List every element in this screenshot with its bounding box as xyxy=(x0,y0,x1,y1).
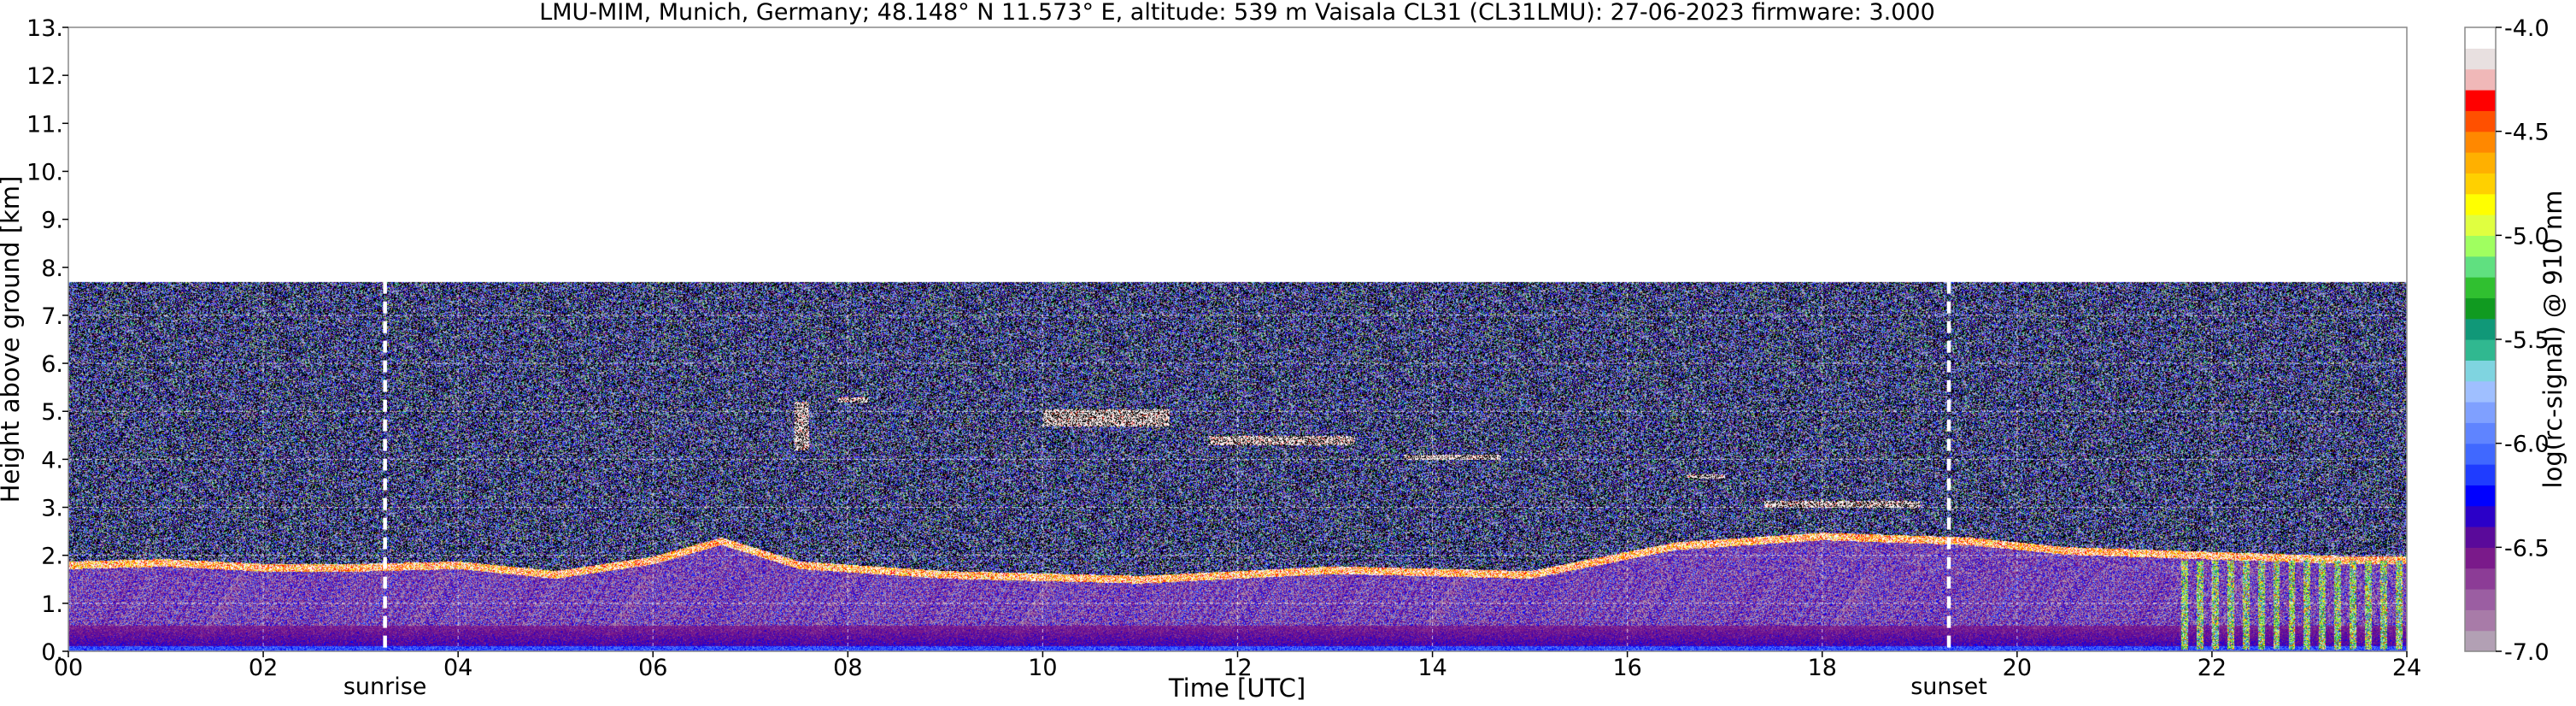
colorbar-swatch xyxy=(2465,68,2496,91)
y-tick-label: 3. xyxy=(41,496,63,522)
y-tick-label: 0. xyxy=(41,639,63,666)
x-tick-label: 14 xyxy=(1417,655,1446,681)
y-tick-label: 12. xyxy=(26,63,63,90)
colorbar-tick-label: -5.0 xyxy=(2504,223,2550,250)
colorbar-swatch xyxy=(2465,360,2496,382)
x-tick-label: 06 xyxy=(638,655,667,681)
colorbar-swatch xyxy=(2465,609,2496,632)
colorbar-swatch xyxy=(2465,173,2496,195)
y-tick-label: 5. xyxy=(41,399,63,426)
chart-title: LMU-MIM, Munich, Germany; 48.148° N 11.5… xyxy=(539,0,1935,26)
colorbar-swatch xyxy=(2465,235,2496,257)
y-tick-label: 8. xyxy=(41,256,63,282)
colorbar-swatch xyxy=(2465,485,2496,507)
colorbar-swatch xyxy=(2465,193,2496,215)
colorbar-swatch xyxy=(2465,547,2496,569)
backscatter-heatmap-container xyxy=(68,27,2407,651)
x-tick-label: 18 xyxy=(1808,655,1837,681)
x-axis-label: Time [UTC] xyxy=(1168,674,1306,703)
y-tick-label: 2. xyxy=(41,544,63,570)
colorbar-swatch xyxy=(2465,277,2496,298)
y-tick-label: 13. xyxy=(26,15,63,42)
y-tick-label: 9. xyxy=(41,208,63,234)
x-tick-label: 00 xyxy=(54,655,83,681)
y-tick-label: 6. xyxy=(41,351,63,378)
x-tick-label: 16 xyxy=(1612,655,1641,681)
colorbar-swatch xyxy=(2465,131,2496,153)
x-tick-label: 20 xyxy=(2003,655,2032,681)
colorbar-swatch xyxy=(2465,443,2496,465)
y-tick-label: 7. xyxy=(41,303,63,330)
colorbar-swatch xyxy=(2465,402,2496,423)
colorbar-tick-label: -5.5 xyxy=(2504,327,2550,354)
y-tick-label: 1. xyxy=(41,591,63,618)
x-tick-label: 10 xyxy=(1028,655,1057,681)
y-axis-label: Height above ground [km] xyxy=(0,176,25,503)
colorbar-swatch xyxy=(2465,630,2496,652)
x-axis-ticks: 00 02 04 06 08 10 12 14 16 18 20 22 24 xyxy=(54,651,2421,681)
colorbar-swatch xyxy=(2465,318,2496,340)
event-label-sunset: sunset xyxy=(1910,674,1987,700)
colorbar-swatch xyxy=(2465,215,2496,236)
y-tick-label: 10. xyxy=(26,159,63,185)
colorbar-tick-label: -4.5 xyxy=(2504,120,2550,146)
x-tick-label: 12 xyxy=(1223,655,1252,681)
event-label-sunrise: sunrise xyxy=(343,674,427,700)
colorbar-swatch xyxy=(2465,380,2496,403)
colorbar-swatch xyxy=(2465,422,2496,444)
x-tick-label: 22 xyxy=(2198,655,2227,681)
colorbar-swatch xyxy=(2465,527,2496,548)
x-tick-label: 04 xyxy=(443,655,472,681)
colorbar-swatch xyxy=(2465,152,2496,174)
y-axis-ticks: 0. 1. 2. 3. 4. 5. 6. 7. 8. 9. 10. 11. 12. 13. xyxy=(26,15,68,666)
colorbar-label: log(rc-signal) @ 910 nm xyxy=(2538,191,2567,489)
colorbar-tick-label: -7.0 xyxy=(2504,639,2550,666)
backscatter-heatmap xyxy=(68,27,2407,651)
colorbar-swatch xyxy=(2465,339,2496,361)
x-tick-label: 24 xyxy=(2392,655,2421,681)
colorbar-swatch xyxy=(2465,48,2496,70)
x-tick-label: 08 xyxy=(833,655,862,681)
y-tick-label: 11. xyxy=(26,111,63,138)
colorbar-tick-label: -6.0 xyxy=(2504,432,2550,458)
colorbar-swatch xyxy=(2465,256,2496,278)
x-tick-label: 02 xyxy=(249,655,278,681)
colorbar-swatch xyxy=(2465,90,2496,111)
colorbar-swatch xyxy=(2465,589,2496,610)
colorbar-swatch xyxy=(2465,505,2496,527)
colorbar: -7.0 -6.5 -6.0 -5.5 -5.0 -4.5 -4.0 xyxy=(2464,15,2550,666)
colorbar-swatch xyxy=(2465,27,2496,49)
colorbar-swatch xyxy=(2465,464,2496,485)
colorbar-tick-label: -4.0 xyxy=(2504,15,2550,42)
colorbar-swatch xyxy=(2465,297,2496,320)
colorbar-swatch xyxy=(2465,110,2496,132)
colorbar-swatch xyxy=(2465,568,2496,590)
event-markers: sunrise sunset xyxy=(343,281,1987,700)
y-tick-label: 4. xyxy=(41,447,63,474)
colorbar-tick-label: -6.5 xyxy=(2504,535,2550,562)
